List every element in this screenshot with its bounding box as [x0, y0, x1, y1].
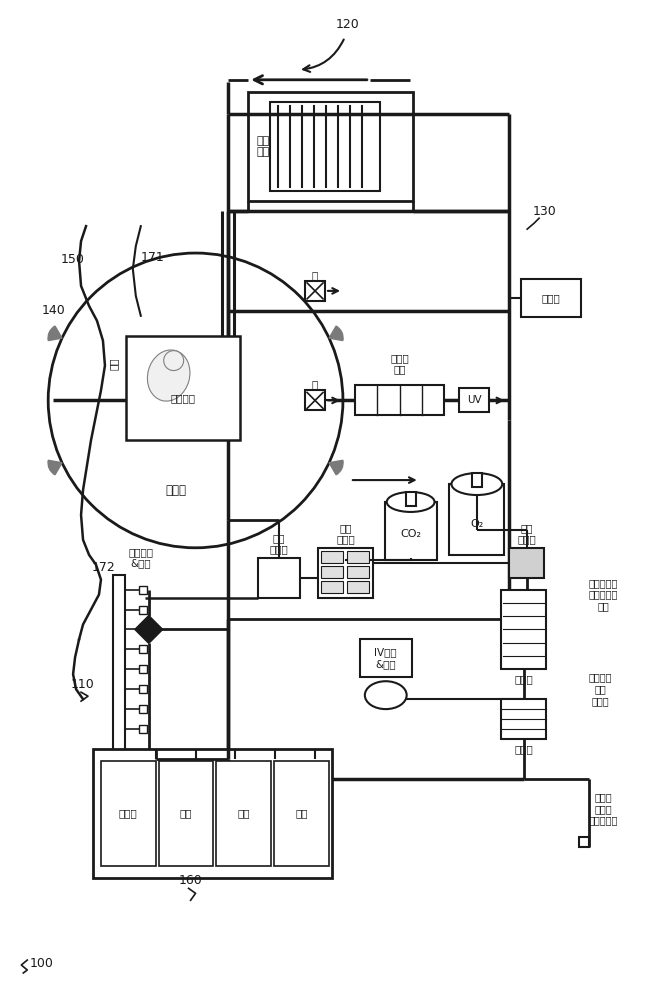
Bar [159, 761, 213, 866]
Text: 膜净化
系统: 膜净化 系统 [390, 353, 409, 374]
Wedge shape [329, 460, 343, 475]
Bar [139, 665, 146, 673]
Text: 人造羊水: 人造羊水 [171, 393, 196, 403]
Text: 具有处理过
的水的透析
流体: 具有处理过 的水的透析 流体 [589, 578, 618, 611]
Bar [139, 685, 146, 693]
Bar [347, 566, 369, 578]
Bar [216, 761, 271, 866]
Bar [139, 725, 146, 733]
Text: 气气
计量器: 气气 计量器 [270, 533, 288, 555]
Bar [249, 92, 413, 201]
Bar [305, 390, 325, 410]
Text: 气泡
收集器: 气泡 收集器 [517, 523, 536, 545]
Text: 泵: 泵 [312, 270, 318, 280]
Bar [360, 639, 411, 677]
Text: 压力: 压力 [180, 809, 192, 819]
Text: 泵: 泵 [312, 379, 318, 389]
Bar [270, 102, 380, 191]
Ellipse shape [147, 350, 190, 401]
Bar [579, 837, 589, 847]
Bar [321, 581, 343, 593]
Text: 160: 160 [179, 874, 203, 887]
Text: 透析流体
废物
排放管: 透析流体 废物 排放管 [589, 673, 612, 706]
Bar [139, 705, 146, 713]
Bar [509, 548, 544, 578]
Text: 样品端口
&脂质: 样品端口 &脂质 [128, 547, 153, 569]
Ellipse shape [365, 681, 407, 709]
Text: 加热
元件: 加热 元件 [256, 136, 270, 157]
Ellipse shape [451, 473, 502, 495]
Bar [93, 749, 332, 878]
Text: 150: 150 [61, 253, 85, 266]
Wedge shape [48, 460, 62, 475]
Text: 温度: 温度 [296, 809, 308, 819]
Bar [449, 484, 504, 555]
Text: 腄带: 腄带 [109, 357, 119, 370]
Bar [347, 551, 369, 563]
Bar [113, 575, 125, 764]
Text: 添加到
血液的
血液稀释剑: 添加到 血液的 血液稀释剑 [589, 792, 618, 825]
Bar [521, 279, 581, 317]
Bar [139, 586, 146, 594]
Bar [405, 492, 416, 506]
Text: CO₂: CO₂ [400, 529, 421, 539]
Bar [472, 473, 482, 487]
Bar [139, 625, 146, 633]
Text: 气体
混合器: 气体 混合器 [336, 523, 355, 545]
Circle shape [164, 351, 184, 371]
Text: 过滤器: 过滤器 [514, 744, 533, 754]
Bar [139, 645, 146, 653]
Bar [355, 385, 445, 415]
Text: UV: UV [467, 395, 482, 405]
Text: 130: 130 [532, 205, 556, 218]
Bar [385, 502, 436, 560]
Bar [460, 388, 489, 412]
Bar [139, 606, 146, 614]
Text: IV流体
&药物: IV流体 &药物 [375, 648, 397, 669]
Wedge shape [329, 326, 343, 341]
Text: 120: 120 [336, 18, 360, 31]
Polygon shape [135, 616, 163, 643]
Bar [101, 761, 156, 866]
Bar [274, 761, 329, 866]
Bar [126, 336, 241, 440]
Text: 传感器: 传感器 [542, 293, 560, 303]
Bar [501, 699, 546, 739]
Text: 透析器: 透析器 [514, 674, 533, 684]
Text: 监视器: 监视器 [119, 809, 138, 819]
Text: 110: 110 [71, 678, 95, 691]
Bar [318, 548, 373, 598]
Text: 171: 171 [141, 251, 165, 264]
Bar [501, 590, 546, 669]
Bar [305, 281, 325, 301]
Bar [321, 551, 343, 563]
Text: 100: 100 [29, 957, 53, 970]
Text: 无菌水: 无菌水 [165, 484, 186, 497]
Bar [347, 581, 369, 593]
Wedge shape [48, 326, 62, 341]
Ellipse shape [387, 492, 434, 512]
Text: 流量: 流量 [237, 809, 250, 819]
Text: 172: 172 [92, 561, 116, 574]
Text: O₂: O₂ [470, 519, 483, 529]
Circle shape [48, 253, 343, 548]
Bar [321, 566, 343, 578]
Text: 140: 140 [41, 304, 65, 317]
Bar [258, 558, 300, 598]
